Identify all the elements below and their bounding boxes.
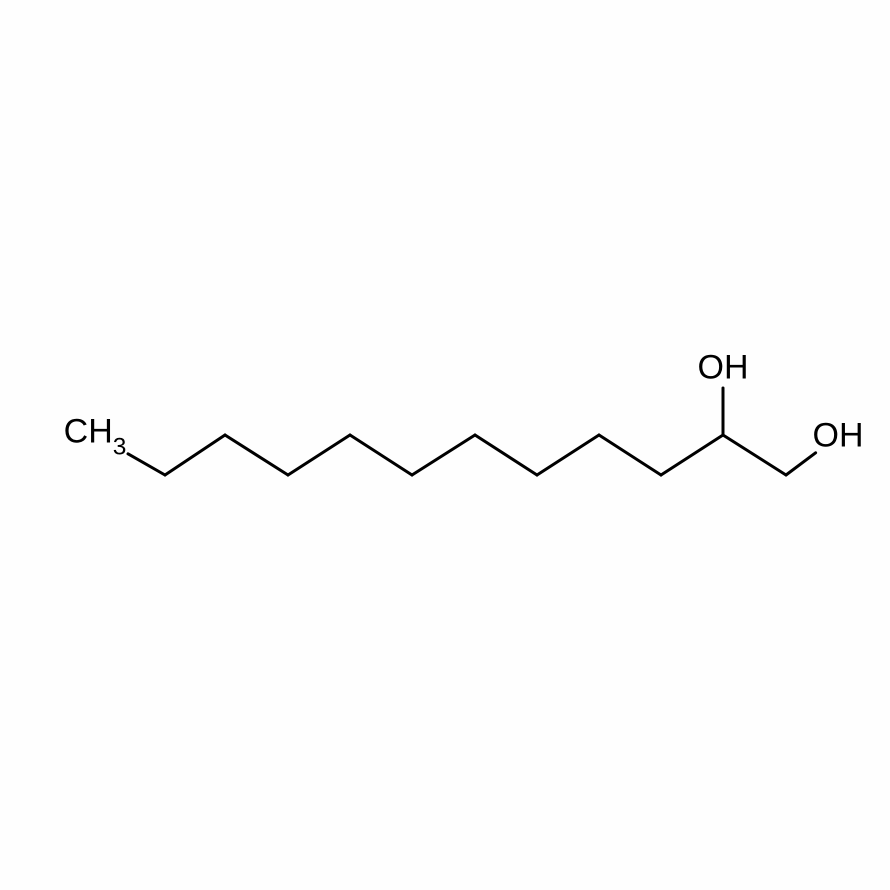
bond — [350, 435, 412, 475]
bond — [661, 435, 723, 475]
bond — [128, 454, 165, 475]
atom-label-text: OH — [813, 417, 864, 455]
bond — [288, 435, 350, 475]
bond — [723, 435, 786, 475]
bond — [165, 435, 225, 475]
bond — [537, 435, 599, 475]
bond — [599, 435, 661, 475]
bonds-layer — [0, 0, 890, 890]
atom-label: OH — [698, 349, 749, 388]
molecule-canvas: CH3 OH OH — [0, 0, 890, 890]
bond — [225, 435, 288, 475]
atom-label: CH3 — [64, 413, 127, 458]
atom-label-text: OH — [698, 349, 749, 387]
bond — [475, 435, 537, 475]
bond — [786, 453, 816, 475]
atom-label: OH — [813, 417, 864, 456]
bond — [412, 435, 475, 475]
